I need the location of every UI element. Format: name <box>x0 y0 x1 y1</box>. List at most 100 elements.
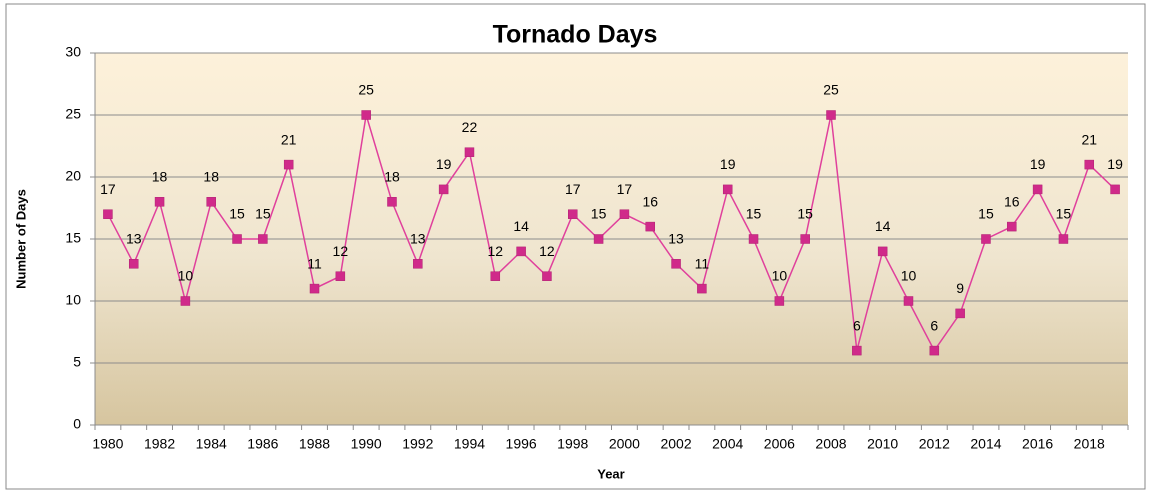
marker <box>1084 159 1095 170</box>
data-label: 18 <box>203 169 219 185</box>
x-tick-label: 2008 <box>815 436 846 452</box>
data-label: 19 <box>1107 156 1123 172</box>
data-label: 13 <box>126 231 142 247</box>
x-axis-title: Year <box>597 466 624 481</box>
data-label: 10 <box>772 268 788 284</box>
data-label: 16 <box>642 193 658 209</box>
chart-title: Tornado Days <box>493 21 658 49</box>
x-tick-label: 2000 <box>609 436 640 452</box>
y-tick-label: 10 <box>65 292 81 308</box>
data-label: 14 <box>513 218 529 234</box>
x-tick-label: 2016 <box>1022 436 1053 452</box>
y-tick-label: 5 <box>73 354 81 370</box>
data-label: 19 <box>436 156 452 172</box>
marker <box>1110 184 1120 195</box>
marker <box>258 234 268 244</box>
marker <box>128 259 139 269</box>
data-label: 6 <box>853 317 861 333</box>
marker <box>542 271 552 281</box>
marker <box>103 209 113 219</box>
data-label: 10 <box>178 268 194 284</box>
marker <box>981 234 991 244</box>
marker <box>206 197 216 207</box>
x-tick-label: 1984 <box>196 436 227 452</box>
data-label: 15 <box>591 206 607 222</box>
x-tick-label: 1986 <box>247 436 278 452</box>
marker <box>774 296 785 306</box>
y-tick-label: 20 <box>65 168 81 184</box>
data-label: 12 <box>539 243 555 259</box>
data-label: 12 <box>487 243 503 259</box>
data-label: 15 <box>746 206 762 222</box>
marker <box>413 259 423 269</box>
x-tick-label: 2012 <box>919 436 950 452</box>
data-label: 21 <box>281 131 297 147</box>
y-tick-label: 30 <box>65 44 81 60</box>
marker <box>826 110 836 120</box>
x-tick-label: 2004 <box>712 436 743 452</box>
x-tick-label: 1992 <box>402 436 433 452</box>
y-tick-label: 15 <box>65 230 81 246</box>
data-label: 15 <box>255 206 271 222</box>
marker <box>464 147 475 157</box>
marker <box>852 345 862 356</box>
data-label: 18 <box>152 169 168 185</box>
marker <box>568 209 578 219</box>
data-label: 25 <box>823 82 839 98</box>
marker <box>516 246 526 257</box>
series-line <box>107 114 1116 353</box>
data-label: 15 <box>797 206 813 222</box>
data-label: 6 <box>930 317 938 333</box>
marker <box>877 246 888 257</box>
marker <box>1032 184 1043 195</box>
data-label: 21 <box>1081 131 1097 147</box>
marker <box>180 296 191 306</box>
marker <box>800 234 810 244</box>
x-tick-label: 1982 <box>144 436 175 452</box>
data-label: 14 <box>875 218 891 234</box>
data-label: 10 <box>901 268 917 284</box>
marker <box>645 221 655 232</box>
data-label: 15 <box>1056 206 1072 222</box>
data-label: 19 <box>1030 156 1046 172</box>
marker <box>748 234 759 244</box>
marker <box>438 184 449 195</box>
marker <box>1058 234 1069 244</box>
marker <box>154 197 165 207</box>
x-tick-label: 1988 <box>299 436 330 452</box>
y-axis-title: Number of Days <box>13 189 28 289</box>
x-tick-label: 1980 <box>92 436 123 452</box>
data-label: 18 <box>384 169 400 185</box>
marker <box>490 271 501 281</box>
data-label: 12 <box>333 243 349 259</box>
marker <box>283 159 294 170</box>
marker <box>361 110 371 120</box>
marker <box>335 271 346 281</box>
x-tick-label: 2002 <box>660 436 691 452</box>
marker <box>671 259 681 269</box>
marker <box>955 308 965 319</box>
data-label: 13 <box>410 231 426 247</box>
data-label: 17 <box>565 181 581 197</box>
data-label: 25 <box>358 82 374 98</box>
x-tick-label: 1990 <box>351 436 382 452</box>
x-tick-label: 2018 <box>1074 436 1105 452</box>
y-tick-label: 0 <box>73 416 81 432</box>
x-tick-label: 2014 <box>970 436 1001 452</box>
data-label: 17 <box>100 181 116 197</box>
marker <box>929 345 940 356</box>
data-label: 16 <box>1004 193 1020 209</box>
marker <box>697 283 707 294</box>
marker <box>1007 221 1017 232</box>
y-tick-label: 25 <box>65 106 81 122</box>
marker <box>387 197 397 207</box>
data-label: 15 <box>229 206 245 222</box>
data-label: 19 <box>720 156 736 172</box>
marker <box>619 209 630 219</box>
marker <box>722 184 733 195</box>
data-label: 13 <box>668 231 684 247</box>
marker <box>232 234 242 244</box>
x-tick-label: 1996 <box>506 436 537 452</box>
data-label: 11 <box>695 255 710 271</box>
